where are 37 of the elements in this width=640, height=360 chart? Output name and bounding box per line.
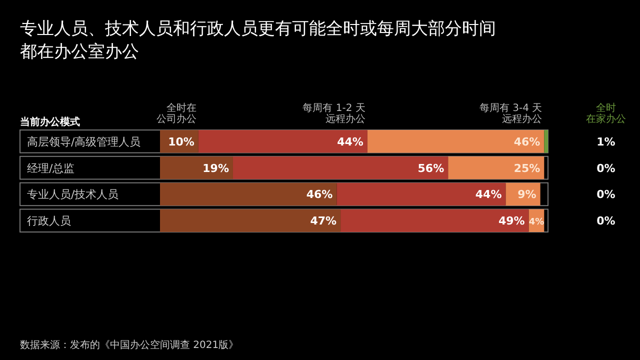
data-label: 46% — [514, 135, 540, 148]
data-label: 0% — [596, 214, 616, 228]
data-label: 46% — [306, 188, 333, 202]
bar — [232, 156, 448, 180]
data-label: 44% — [337, 135, 364, 148]
data-label: 9% — [518, 188, 536, 202]
data-label: 0% — [596, 188, 616, 202]
bar — [340, 209, 529, 232]
bar — [448, 156, 544, 180]
y-tick-label: 高层领导/高级管理人员 — [27, 135, 141, 148]
y-tick-label: 行政人员 — [27, 214, 71, 228]
y-tick-label: 经理/总监 — [27, 162, 75, 175]
chart-title: 专业人员、技术人员和行政人员更有可能全时或每周大部分时间都在办公室办公 — [20, 19, 496, 62]
data-label: 56% — [418, 162, 444, 175]
y-axis-title: 当前办公模式 — [20, 116, 80, 128]
source-note: 数据来源：发布的《中国办公空间调查 2021版》 — [20, 339, 239, 351]
bar — [160, 209, 341, 232]
data-label: 19% — [202, 162, 229, 175]
bar — [160, 156, 233, 180]
series-label: 每周有 1-2 天远程办公 — [302, 102, 366, 125]
bar — [336, 182, 506, 206]
data-label: 1% — [596, 135, 616, 148]
data-label: 25% — [514, 162, 540, 175]
data-label: 47% — [310, 214, 337, 228]
bar — [198, 130, 368, 153]
data-label: 0% — [596, 162, 616, 175]
data-label: 10% — [168, 135, 194, 148]
text: 全时在家办公 — [586, 102, 626, 125]
series-label: 每周有 3-4 天远程办公 — [479, 102, 542, 125]
series-label: 全时在公司办公 — [156, 102, 196, 125]
bar — [544, 130, 548, 153]
data-label: 44% — [475, 188, 502, 202]
bar — [367, 130, 544, 153]
data-label: 49% — [498, 214, 525, 228]
data-label: 4% — [528, 218, 544, 228]
bar — [160, 182, 337, 206]
y-tick-label: 专业人员/技术人员 — [27, 188, 119, 202]
